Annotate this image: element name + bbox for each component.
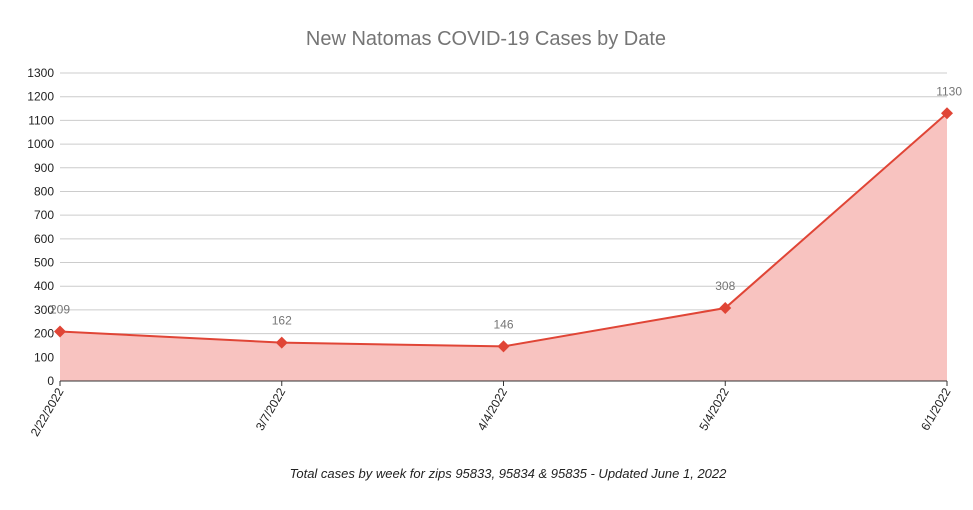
y-tick-label-100: 100 <box>34 350 54 364</box>
y-tick-label-1300: 1300 <box>27 66 54 80</box>
data-point-4 <box>941 107 953 120</box>
x-tick-label-1: 3/7/2022 <box>253 385 289 433</box>
data-label-1: 162 <box>272 314 292 328</box>
data-label-0: 209 <box>50 302 70 316</box>
x-tick-label-2: 4/4/2022 <box>475 385 511 433</box>
area-fill <box>60 113 947 382</box>
data-point-1 <box>275 336 288 349</box>
data-point-2 <box>497 340 510 353</box>
x-tick-label-0: 2/22/2022 <box>28 385 67 439</box>
gridlines <box>60 72 947 358</box>
y-tick-label-300: 300 <box>34 303 54 317</box>
y-tick-label-400: 400 <box>34 279 54 293</box>
data-label-4: 1130 <box>936 84 962 98</box>
x-axis-label: Total cases by week for zips 95833, 9583… <box>290 466 728 481</box>
data-label-2: 146 <box>493 317 513 331</box>
y-tick-label-0: 0 <box>47 374 54 388</box>
y-tick-label-600: 600 <box>34 232 54 246</box>
data-labels: 209 162 146 308 1130 <box>50 84 962 331</box>
x-tick-label-3: 5/4/2022 <box>696 385 732 433</box>
y-tick-label-1000: 1000 <box>27 137 54 151</box>
y-tick-label-900: 900 <box>34 161 54 175</box>
y-tick-label-200: 200 <box>34 327 54 341</box>
x-tick-label-4: 6/1/2022 <box>918 385 954 433</box>
y-tick-label-1200: 1200 <box>27 90 54 104</box>
y-tick-label-500: 500 <box>34 256 54 270</box>
y-tick-label-1100: 1100 <box>28 113 54 127</box>
axes <box>59 380 948 386</box>
x-tick-labels: 2/22/2022 3/7/2022 4/4/2022 5/4/2022 6/1/202… <box>28 385 954 439</box>
y-tick-labels: 0 100 200 300 400 500 600 700 800 900 1000 1100 1200… <box>27 66 54 388</box>
y-tick-label-700: 700 <box>34 208 54 222</box>
markers <box>54 107 953 353</box>
chart-title: New Natomas COVID-19 Cases by Date <box>306 28 666 50</box>
data-point-0 <box>54 325 66 338</box>
data-label-3: 308 <box>715 279 735 293</box>
data-point-3 <box>719 302 732 315</box>
y-tick-label-800: 800 <box>34 184 54 198</box>
